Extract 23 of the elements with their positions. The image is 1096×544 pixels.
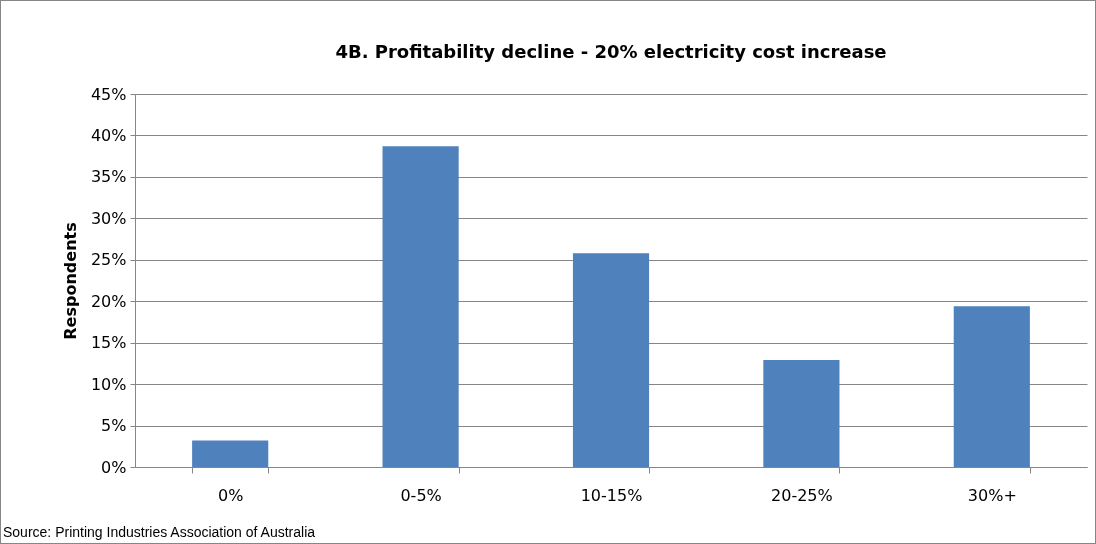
y-tick-label: 25% bbox=[90, 250, 127, 270]
y-tick-label: 40% bbox=[90, 125, 127, 145]
bar bbox=[572, 253, 650, 467]
bar bbox=[192, 440, 269, 467]
y-tick-label: 5% bbox=[101, 416, 127, 436]
y-tick-label: 0% bbox=[101, 457, 127, 477]
chart-title: 4B. Profitability decline - 20% electricity cost increase bbox=[335, 41, 887, 62]
y-tick-label: 30% bbox=[90, 208, 127, 228]
source-note: Source: Printing Industries Association of Australia bbox=[3, 524, 316, 540]
y-tick-label: 15% bbox=[90, 333, 127, 353]
y-axis-title: Respondents bbox=[60, 222, 80, 340]
x-tick-label: 0% bbox=[218, 485, 244, 505]
y-tick-label: 10% bbox=[90, 374, 127, 394]
y-tick-label: 35% bbox=[90, 167, 127, 187]
x-tick-label: 0-5% bbox=[400, 485, 442, 505]
x-tick-label: 10-15% bbox=[580, 485, 643, 505]
bar bbox=[382, 146, 459, 467]
bar bbox=[763, 360, 840, 467]
x-tick-label: 20-25% bbox=[771, 485, 833, 505]
y-tick-label: 20% bbox=[90, 291, 127, 311]
x-tick-label: 30%+ bbox=[967, 485, 1017, 505]
y-tick-label: 45% bbox=[90, 84, 127, 104]
bar bbox=[953, 306, 1030, 467]
